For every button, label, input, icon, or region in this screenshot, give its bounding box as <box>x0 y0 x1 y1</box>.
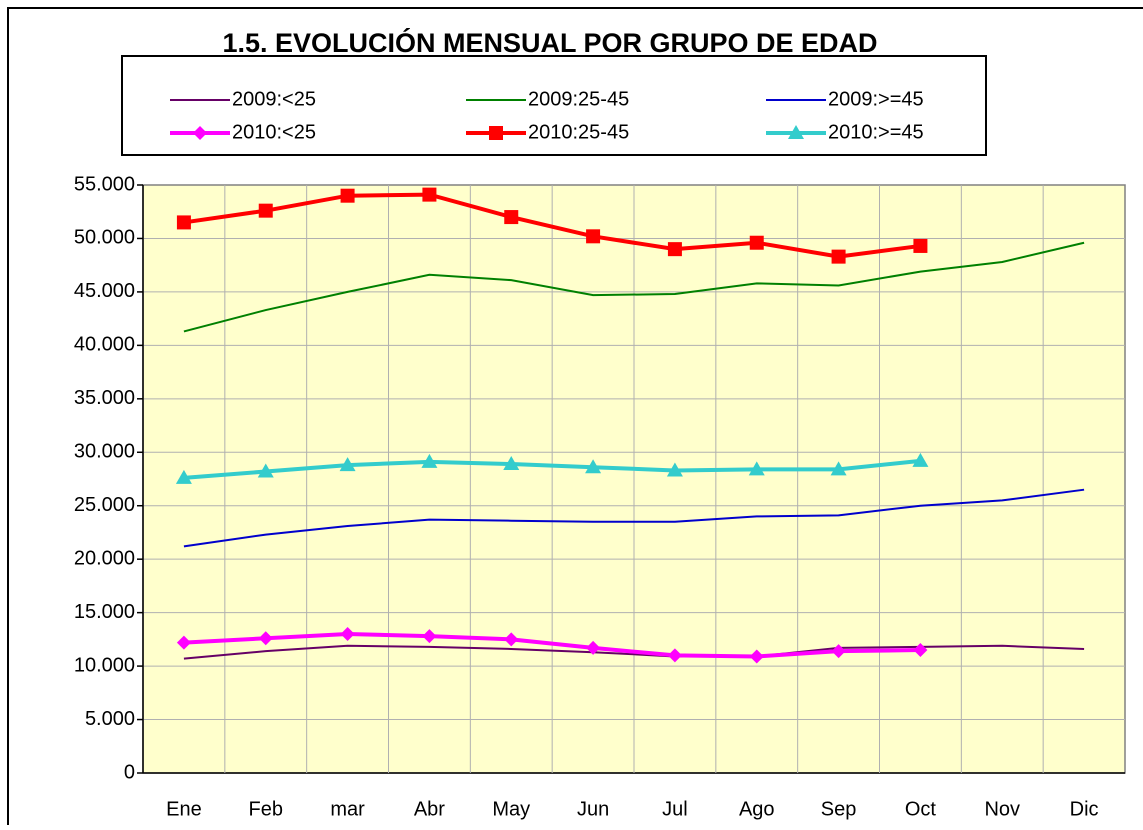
y-tick-label: 5.000 <box>85 708 135 730</box>
series-line <box>183 241 1085 333</box>
legend-label: 2009:<25 <box>232 88 316 110</box>
x-tick-label: Jul <box>662 798 688 820</box>
data-point <box>504 632 519 647</box>
y-tick-label: 25.000 <box>74 494 135 516</box>
series-line <box>183 644 1085 660</box>
x-tick-label: Feb <box>249 798 283 820</box>
data-point <box>666 462 683 477</box>
legend-marker <box>788 125 804 139</box>
legend-label: 2009:25-45 <box>528 88 629 110</box>
y-tick-label: 45.000 <box>74 280 135 302</box>
data-point <box>749 649 764 664</box>
chart-title: 1.5. EVOLUCIÓN MENSUAL POR GRUPO DE EDAD <box>222 27 877 58</box>
x-tick-label: May <box>492 798 530 820</box>
data-point <box>912 452 929 467</box>
legend-label: 2010:<25 <box>232 121 316 143</box>
legend-marker <box>489 126 503 140</box>
y-tick-label: 15.000 <box>74 601 135 623</box>
y-tick-label: 30.000 <box>74 441 135 463</box>
y-tick-label: 20.000 <box>74 547 135 569</box>
data-point <box>748 461 765 476</box>
x-tick-label: Ago <box>739 798 775 820</box>
x-tick-label: Nov <box>984 798 1020 820</box>
data-point <box>749 235 764 250</box>
legend-label: 2010:>=45 <box>828 121 924 143</box>
data-point <box>257 463 274 478</box>
data-point <box>422 629 437 644</box>
data-point <box>340 188 355 203</box>
legend-marker <box>193 126 207 140</box>
data-point <box>504 210 519 225</box>
x-tick-label: Jun <box>577 798 609 820</box>
x-tick-label: Oct <box>905 798 937 820</box>
data-point <box>421 453 438 468</box>
data-point <box>176 635 191 650</box>
data-point <box>586 229 601 244</box>
data-point <box>176 215 191 230</box>
x-tick-label: Ene <box>166 798 202 820</box>
x-tick-label: Abr <box>414 798 445 820</box>
data-point <box>913 643 928 658</box>
y-tick-label: 10.000 <box>74 654 135 676</box>
data-point <box>831 644 846 659</box>
data-point <box>175 469 192 484</box>
data-point <box>258 631 273 646</box>
x-tick-label: Sep <box>821 798 857 820</box>
data-point <box>831 249 846 264</box>
series-line <box>183 488 1085 548</box>
data-point <box>830 461 847 476</box>
data-point <box>667 648 682 663</box>
data-point <box>586 640 601 655</box>
data-point <box>422 187 437 202</box>
data-point <box>585 459 602 474</box>
y-tick-label: 55.000 <box>74 173 135 195</box>
data-point <box>667 242 682 257</box>
legend <box>121 55 987 156</box>
y-tick-label: 50.000 <box>74 227 135 249</box>
y-tick-label: 35.000 <box>74 387 135 409</box>
data-point <box>913 238 928 253</box>
data-point <box>258 203 273 218</box>
legend-label: 2010:25-45 <box>528 121 629 143</box>
x-tick-label: mar <box>330 798 365 820</box>
series-line <box>183 192 921 259</box>
data-point <box>503 456 520 471</box>
y-tick-label: 0 <box>124 761 135 783</box>
data-point <box>340 627 355 642</box>
series-line <box>183 458 921 480</box>
legend-label: 2009:>=45 <box>828 88 924 110</box>
series-line <box>183 632 921 659</box>
y-tick-label: 40.000 <box>74 334 135 356</box>
data-point <box>339 457 356 472</box>
x-tick-label: Dic <box>1070 798 1099 820</box>
